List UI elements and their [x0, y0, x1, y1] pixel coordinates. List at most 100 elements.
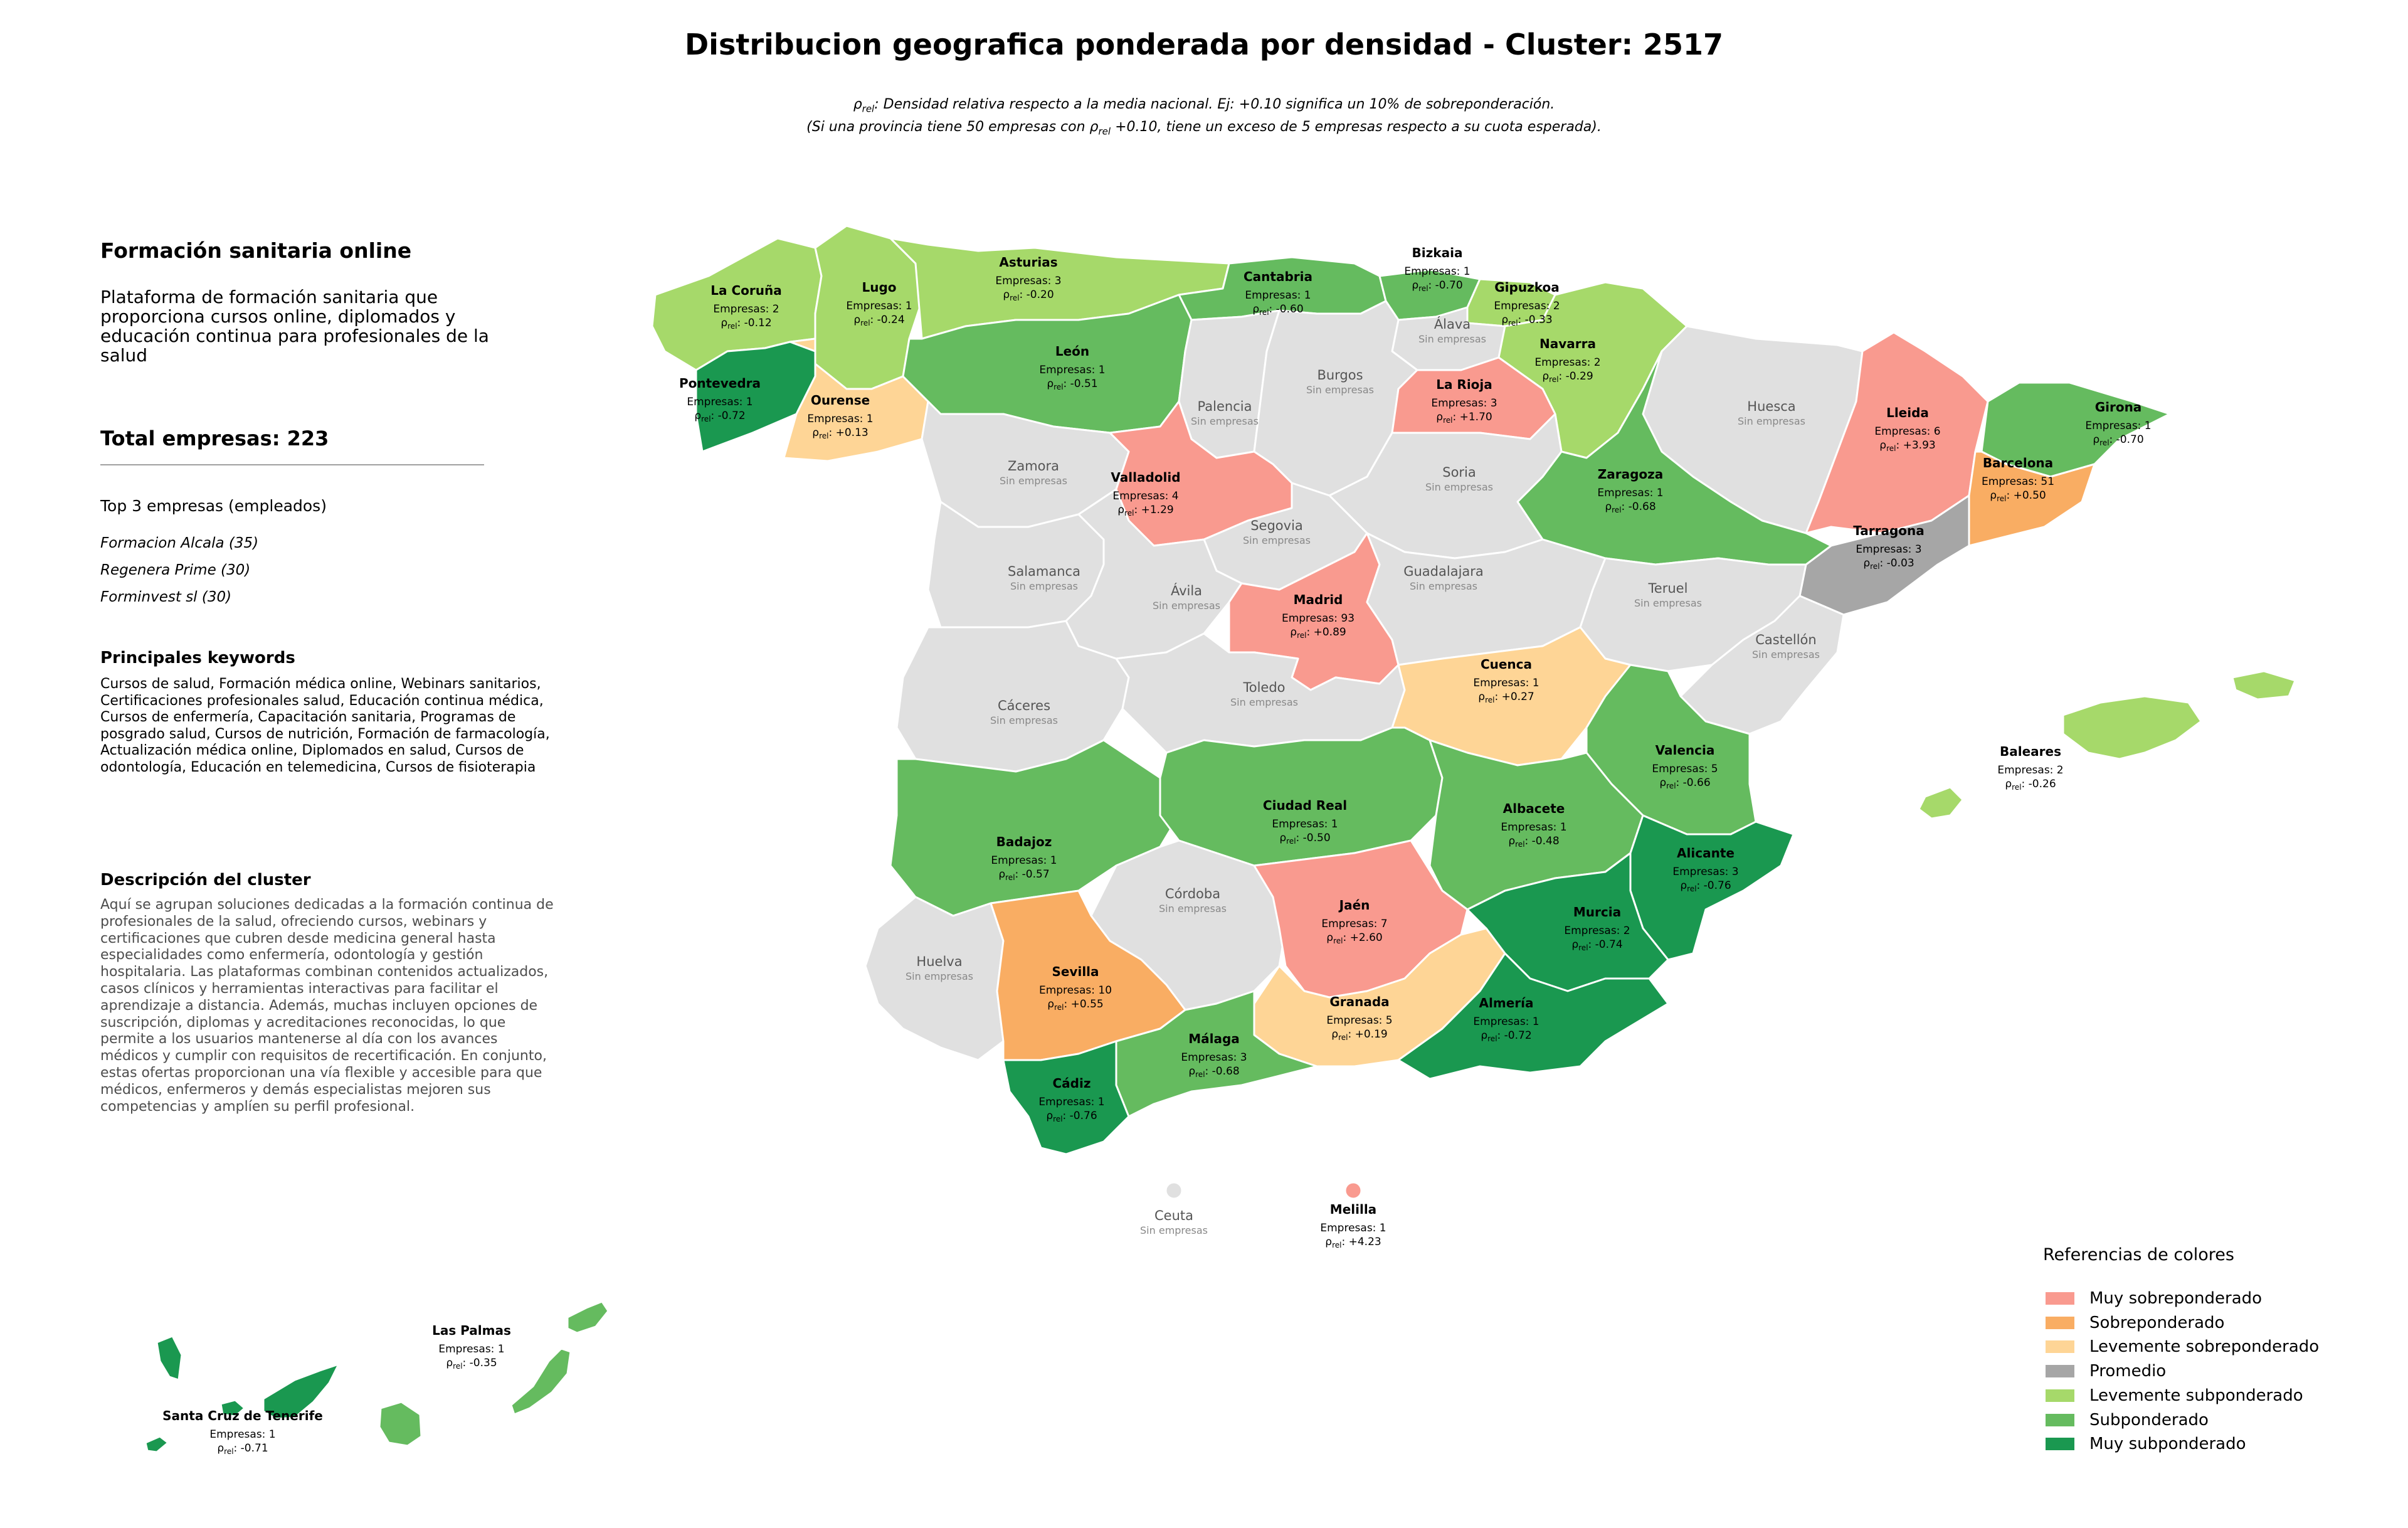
- legend-swatch: [2046, 1413, 2074, 1426]
- chart-title: Distribucion geografica ponderada por de…: [685, 28, 1723, 61]
- province-name: Badajoz: [996, 834, 1052, 849]
- province-name: Sevilla: [1052, 964, 1099, 979]
- legend-item-sobreponderado: Sobreponderado: [2046, 1313, 2224, 1332]
- label-gipuzkoa: Gipuzkoa Empresas: 2 ρrel: -0.33: [1494, 280, 1560, 327]
- legend-item-muy-sobreponderado: Muy sobreponderado: [2046, 1289, 2262, 1308]
- province-rho: ρrel: +0.50: [1990, 489, 2046, 503]
- province-rho: ρrel: -0.68: [1188, 1065, 1239, 1079]
- province-name: Burgos: [1317, 368, 1363, 383]
- province-no-data: Sin empresas: [1306, 384, 1374, 396]
- rho-symbol: ρrel: [853, 97, 875, 115]
- province-count: Empresas: 2: [713, 303, 779, 316]
- province-no-data: Sin empresas: [1159, 903, 1227, 915]
- province-name: Granada: [1329, 994, 1389, 1009]
- legend-label: Promedio: [2089, 1362, 2167, 1381]
- province-name: Castellón: [1755, 632, 1816, 647]
- province-name: Ciudad Real: [1263, 798, 1347, 813]
- province-count: Empresas: 6: [1874, 425, 1940, 438]
- region-melilla: [1344, 1181, 1363, 1200]
- legend-item-promedio: Promedio: [2046, 1362, 2166, 1381]
- province-name: Navarra: [1539, 336, 1596, 351]
- province-count: Empresas: 1: [1038, 1096, 1104, 1108]
- province-no-data: Sin empresas: [1230, 696, 1298, 708]
- chart-subtitle: ρrel: Densidad relativa respecto a la me…: [0, 95, 2408, 141]
- province-rho: ρrel: -0.72: [1481, 1029, 1531, 1043]
- province-count: Empresas: 4: [1112, 490, 1178, 502]
- region-almeria: [1397, 952, 1669, 1080]
- cluster-summary: Plataforma de formación sanitaria que pr…: [100, 287, 489, 366]
- province-name: Ceuta: [1154, 1208, 1193, 1223]
- province-count: Empresas: 51: [1982, 475, 2054, 488]
- province-name: Cantabria: [1244, 269, 1312, 284]
- province-name: Madrid: [1294, 592, 1343, 607]
- province-name: Barcelona: [1983, 455, 2053, 470]
- province-count: Empresas: 1: [991, 854, 1057, 867]
- province-rho: ρrel: -0.35: [446, 1357, 497, 1371]
- label-leon: León Empresas: 1 ρrel: -0.51: [1039, 344, 1105, 391]
- province-count: Empresas: 93: [1282, 612, 1354, 625]
- cluster-desc-heading: Descripción del cluster: [100, 871, 311, 889]
- province-no-data: Sin empresas: [906, 970, 973, 982]
- region-canarias-la-palma: [156, 1335, 183, 1381]
- province-name: Huelva: [916, 954, 962, 969]
- province-count: Empresas: 1: [846, 300, 912, 312]
- label-ciudad-real: Ciudad Real Empresas: 1 ρrel: -0.50: [1263, 798, 1347, 846]
- province-name: Cáceres: [998, 698, 1050, 713]
- legend-item-subponderado: Subponderado: [2046, 1411, 2209, 1430]
- province-count: Empresas: 2: [1494, 300, 1560, 312]
- province-name: Cuenca: [1481, 657, 1532, 672]
- province-no-data: Sin empresas: [1425, 481, 1493, 493]
- province-count: Empresas: 1: [687, 396, 752, 408]
- province-rho: ρrel: -0.60: [1252, 303, 1303, 317]
- province-count: Empresas: 1: [1501, 821, 1566, 834]
- province-name: Las Palmas: [432, 1323, 511, 1338]
- province-count: Empresas: 3: [1181, 1051, 1247, 1064]
- label-avila: Ávila Sin empresas: [1153, 583, 1220, 612]
- province-name: Lugo: [862, 280, 896, 295]
- label-pontevedra: Pontevedra Empresas: 1 ρrel: -0.72: [679, 376, 761, 423]
- province-name: Gipuzkoa: [1494, 280, 1559, 295]
- total-companies: Total empresas: 223: [100, 427, 329, 450]
- province-name: Albacete: [1503, 801, 1565, 816]
- province-name: Teruel: [1648, 581, 1688, 596]
- province-count: Empresas: 5: [1652, 763, 1718, 775]
- province-name: Melilla: [1330, 1202, 1376, 1217]
- province-name: Málaga: [1188, 1031, 1240, 1046]
- region-canarias-la-gomera: [219, 1399, 246, 1418]
- keywords-heading: Principales keywords: [100, 649, 295, 667]
- province-name: Salamanca: [1008, 564, 1080, 579]
- province-rho: ρrel: -0.66: [1659, 777, 1710, 790]
- province-name: Murcia: [1573, 905, 1621, 920]
- legend-label: Subponderado: [2089, 1410, 2209, 1430]
- label-cuenca: Cuenca Empresas: 1 ρrel: +0.27: [1473, 657, 1539, 704]
- province-rho: ρrel: -0.72: [694, 410, 745, 423]
- label-melilla: Melilla Empresas: 1 ρrel: +4.23: [1320, 1202, 1386, 1249]
- province-rho: ρrel: -0.24: [853, 314, 904, 327]
- province-rho: ρrel: -0.74: [1571, 938, 1622, 952]
- legend-item-muy-subponderado: Muy subponderado: [2046, 1435, 2246, 1453]
- province-count: Empresas: 10: [1039, 984, 1112, 997]
- legend-swatch: [2046, 1316, 2074, 1329]
- province-rho: ρrel: -0.70: [2093, 433, 2143, 447]
- province-rho: ρrel: -0.50: [1279, 832, 1330, 846]
- province-name: Zamora: [1008, 459, 1059, 474]
- province-rho: ρrel: -0.03: [1863, 557, 1914, 571]
- province-rho: ρrel: +0.27: [1478, 691, 1534, 704]
